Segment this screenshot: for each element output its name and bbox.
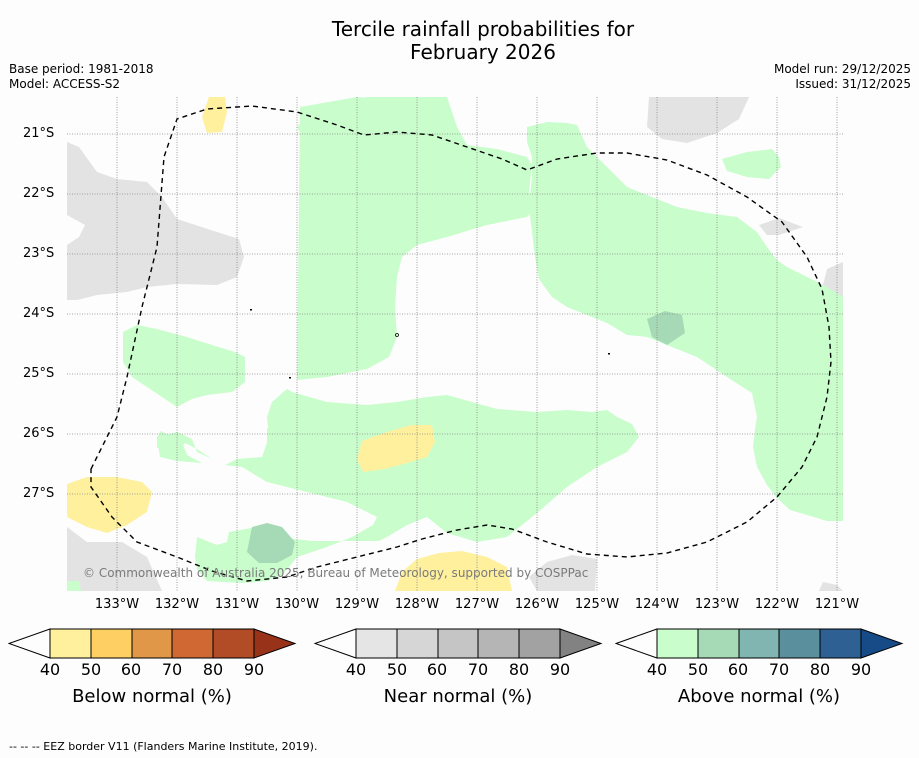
colorbar-tick: 80	[809, 660, 831, 679]
lon-label: 132°W	[154, 597, 200, 612]
issued-date: Issued: 31/12/2025	[795, 77, 911, 91]
colorbar-tick: 70	[768, 660, 790, 679]
meta-left: Base period: 1981-2018 Model: ACCESS-S2	[9, 62, 154, 92]
lon-label: 128°W	[394, 597, 440, 612]
lat-label: 26°S	[23, 426, 55, 441]
colorbar-swatch	[212, 628, 255, 659]
lon-label: 124°W	[634, 597, 680, 612]
colorbar-swatch	[738, 628, 780, 659]
lon-label: 125°W	[574, 597, 620, 612]
lat-label: 24°S	[23, 306, 55, 321]
below-normal-label: Below normal (%)	[72, 686, 232, 707]
colorbar-tick: 50	[80, 660, 102, 679]
colorbar-tick: 60	[120, 660, 142, 679]
lon-label: 122°W	[754, 597, 800, 612]
lon-label: 126°W	[514, 597, 560, 612]
colorbar-tick: 40	[646, 660, 668, 679]
colorbar-tick: 70	[161, 660, 183, 679]
gridlines	[67, 97, 843, 591]
eez-border	[90, 105, 832, 582]
colorbar-swatch	[171, 628, 214, 659]
probability-map: © Commonwealth of Australia 2025, Bureau…	[67, 97, 843, 591]
meta-right: Model run: 29/12/2025 Issued: 31/12/2025	[774, 62, 911, 92]
colorbar-swatch	[697, 628, 740, 659]
colorbar-tick: 80	[202, 660, 224, 679]
colorbar-swatch	[355, 628, 398, 659]
above-normal-areas	[67, 97, 843, 591]
above-normal-label: Above normal (%)	[677, 686, 841, 707]
lon-label: 127°W	[454, 597, 500, 612]
lon-label: 133°W	[94, 597, 140, 612]
lat-label: 21°S	[23, 126, 55, 141]
colorbar-tick: 60	[727, 660, 749, 679]
colorbar-tick: 90	[850, 660, 872, 679]
colorbar-swatch	[477, 628, 520, 659]
below-normal-colorbar	[8, 628, 297, 659]
map-title: Tercile rainfall probabilities for Febru…	[0, 18, 919, 64]
colorbar-swatch	[90, 628, 133, 659]
colorbar-tick: 50	[687, 660, 709, 679]
colorbar-swatch	[819, 628, 862, 659]
model-name: Model: ACCESS-S2	[9, 77, 121, 91]
colorbar-tick: 80	[508, 660, 530, 679]
above-normal-colorbar	[615, 628, 904, 659]
colorbar-swatch	[518, 628, 561, 659]
lon-label: 123°W	[694, 597, 740, 612]
colorbar-swatch	[559, 628, 603, 659]
colorbar-swatch	[656, 628, 699, 659]
base-period: Base period: 1981-2018	[9, 62, 154, 76]
below-normal-areas	[67, 97, 512, 591]
lat-label: 23°S	[23, 246, 55, 261]
near-normal-label: Near normal (%)	[383, 686, 533, 707]
colorbar-tick: 90	[243, 660, 265, 679]
lat-label: 27°S	[23, 486, 55, 501]
lat-label: 22°S	[23, 186, 55, 201]
near-normal-colorbar	[314, 628, 603, 659]
lon-label: 130°W	[274, 597, 320, 612]
title-line-1: Tercile rainfall probabilities for	[331, 17, 635, 41]
eez-footnote: -- -- -- EEZ border V11 (Flanders Marine…	[9, 740, 318, 753]
colorbar-swatch	[49, 628, 92, 659]
above-normal-50-areas	[247, 311, 685, 563]
colorbar-tick: 50	[386, 660, 408, 679]
colorbar-tick: 60	[426, 660, 448, 679]
colorbar-tick: 40	[39, 660, 61, 679]
model-run: Model run: 29/12/2025	[773, 62, 911, 76]
lat-label: 25°S	[23, 366, 55, 381]
lon-label: 129°W	[334, 597, 380, 612]
colorbar-swatch	[778, 628, 821, 659]
colorbar-tick: 70	[467, 660, 489, 679]
islands	[250, 309, 610, 379]
colorbar-swatch	[396, 628, 439, 659]
colorbar-tick: 90	[549, 660, 571, 679]
colorbar-swatch	[437, 628, 479, 659]
colorbar-swatch	[131, 628, 173, 659]
lon-label: 131°W	[214, 597, 260, 612]
copyright-notice: © Commonwealth of Australia 2025, Bureau…	[83, 566, 588, 580]
colorbar-swatch	[253, 628, 297, 659]
colorbar-swatch	[860, 628, 904, 659]
lon-label: 121°W	[814, 597, 860, 612]
title-line-2: February 2026	[410, 40, 556, 64]
colorbar-tick: 40	[345, 660, 367, 679]
